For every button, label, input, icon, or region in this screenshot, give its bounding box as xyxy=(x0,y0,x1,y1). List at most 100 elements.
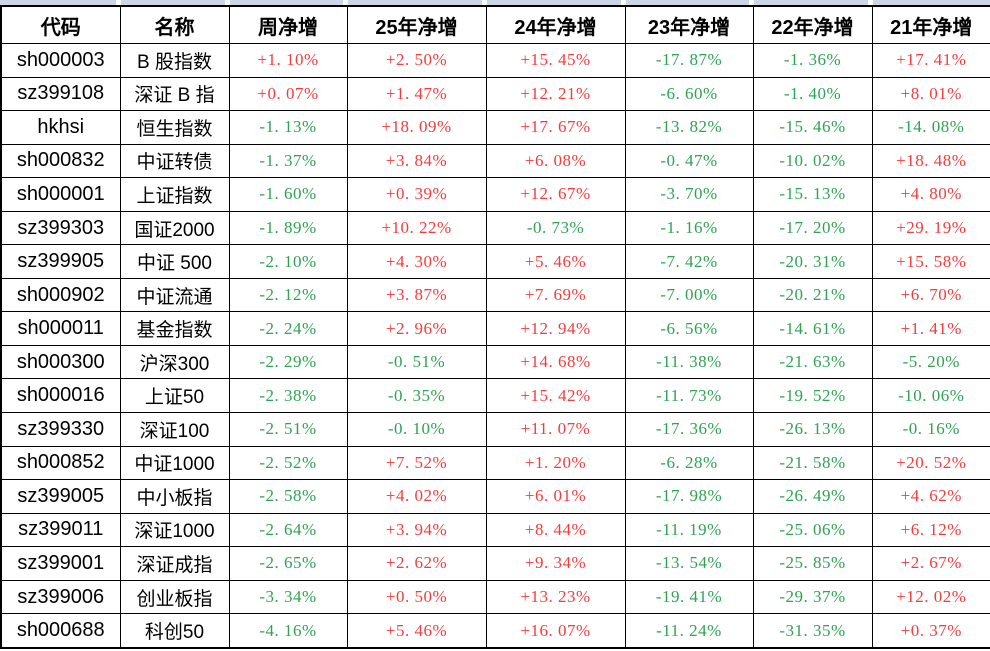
name-cell[interactable]: B 股指数 xyxy=(119,43,230,78)
code-cell[interactable]: sz399001 xyxy=(0,546,121,581)
code-cell[interactable]: sz399303 xyxy=(0,210,121,246)
name-cell[interactable]: 上证50 xyxy=(119,378,230,414)
value-cell[interactable]: -31. 35% xyxy=(752,613,873,649)
value-cell[interactable]: +8. 44% xyxy=(485,512,626,548)
value-cell[interactable]: -10. 06% xyxy=(871,378,990,414)
value-cell[interactable]: -11. 19% xyxy=(624,512,754,548)
column-header-code[interactable]: 代码 xyxy=(0,5,121,44)
value-cell[interactable]: +15. 42% xyxy=(485,378,626,414)
value-cell[interactable]: -17. 36% xyxy=(624,412,754,447)
value-cell[interactable]: +12. 21% xyxy=(485,76,626,112)
column-header-2021-change[interactable]: 21年净增 xyxy=(871,5,990,44)
value-cell[interactable]: +8. 01% xyxy=(871,76,990,112)
value-cell[interactable]: -14. 08% xyxy=(871,110,990,145)
code-cell[interactable]: sh000832 xyxy=(0,143,121,179)
value-cell[interactable]: +29. 19% xyxy=(871,210,990,246)
name-cell[interactable]: 国证2000 xyxy=(119,210,230,246)
name-cell[interactable]: 中证 500 xyxy=(119,244,230,279)
value-cell[interactable]: +18. 09% xyxy=(346,110,487,145)
value-cell[interactable]: +7. 69% xyxy=(485,277,626,313)
code-cell[interactable]: sh000001 xyxy=(0,177,121,212)
value-cell[interactable]: +0. 37% xyxy=(871,613,990,649)
code-cell[interactable]: sz399330 xyxy=(0,412,121,447)
value-cell[interactable]: +16. 07% xyxy=(485,613,626,649)
value-cell[interactable]: -21. 63% xyxy=(752,344,873,380)
name-cell[interactable]: 创业板指 xyxy=(119,579,230,615)
value-cell[interactable]: +6. 08% xyxy=(485,143,626,179)
value-cell[interactable]: -3. 34% xyxy=(228,579,348,615)
value-cell[interactable]: +0. 07% xyxy=(228,76,348,112)
value-cell[interactable]: -10. 02% xyxy=(752,143,873,179)
value-cell[interactable]: +0. 50% xyxy=(346,579,487,615)
value-cell[interactable]: +12. 94% xyxy=(485,311,626,346)
value-cell[interactable]: -20. 21% xyxy=(752,277,873,313)
value-cell[interactable]: -4. 16% xyxy=(228,613,348,649)
value-cell[interactable]: -25. 85% xyxy=(752,546,873,581)
column-header-2023-change[interactable]: 23年净增 xyxy=(624,5,754,44)
value-cell[interactable]: +15. 45% xyxy=(485,43,626,78)
value-cell[interactable]: +5. 46% xyxy=(485,244,626,279)
value-cell[interactable]: -1. 13% xyxy=(228,110,348,145)
value-cell[interactable]: +4. 02% xyxy=(346,479,487,514)
value-cell[interactable]: -6. 28% xyxy=(624,445,754,481)
value-cell[interactable]: +5. 46% xyxy=(346,613,487,649)
value-cell[interactable]: -1. 36% xyxy=(752,43,873,78)
value-cell[interactable]: +12. 67% xyxy=(485,177,626,212)
code-cell[interactable]: sh000852 xyxy=(0,445,121,481)
value-cell[interactable]: -2. 12% xyxy=(228,277,348,313)
value-cell[interactable]: +2. 62% xyxy=(346,546,487,581)
value-cell[interactable]: -6. 60% xyxy=(624,76,754,112)
value-cell[interactable]: -11. 24% xyxy=(624,613,754,649)
value-cell[interactable]: +1. 41% xyxy=(871,311,990,346)
value-cell[interactable]: +4. 80% xyxy=(871,177,990,212)
name-cell[interactable]: 沪深300 xyxy=(119,344,230,380)
value-cell[interactable]: -15. 13% xyxy=(752,177,873,212)
value-cell[interactable]: -19. 41% xyxy=(624,579,754,615)
column-header-2025-change[interactable]: 25年净增 xyxy=(346,5,487,44)
value-cell[interactable]: -15. 46% xyxy=(752,110,873,145)
value-cell[interactable]: -3. 70% xyxy=(624,177,754,212)
value-cell[interactable]: +2. 96% xyxy=(346,311,487,346)
value-cell[interactable]: -5. 20% xyxy=(871,344,990,380)
code-cell[interactable]: sh000016 xyxy=(0,378,121,414)
code-cell[interactable]: sz399005 xyxy=(0,479,121,514)
value-cell[interactable]: +3. 84% xyxy=(346,143,487,179)
code-cell[interactable]: sh000300 xyxy=(0,344,121,380)
value-cell[interactable]: -2. 52% xyxy=(228,445,348,481)
column-header-2024-change[interactable]: 24年净增 xyxy=(485,5,626,44)
value-cell[interactable]: +6. 01% xyxy=(485,479,626,514)
value-cell[interactable]: +17. 41% xyxy=(871,43,990,78)
name-cell[interactable]: 中证转债 xyxy=(119,143,230,179)
value-cell[interactable]: +6. 70% xyxy=(871,277,990,313)
value-cell[interactable]: -17. 87% xyxy=(624,43,754,78)
code-cell[interactable]: sh000003 xyxy=(0,43,121,78)
code-cell[interactable]: sh000902 xyxy=(0,277,121,313)
name-cell[interactable]: 科创50 xyxy=(119,613,230,649)
value-cell[interactable]: -2. 51% xyxy=(228,412,348,447)
value-cell[interactable]: -29. 37% xyxy=(752,579,873,615)
value-cell[interactable]: -20. 31% xyxy=(752,244,873,279)
column-header-name[interactable]: 名称 xyxy=(119,5,230,44)
value-cell[interactable]: -1. 37% xyxy=(228,143,348,179)
name-cell[interactable]: 中证流通 xyxy=(119,277,230,313)
value-cell[interactable]: -1. 89% xyxy=(228,210,348,246)
code-cell[interactable]: sh000688 xyxy=(0,613,121,649)
code-cell[interactable]: sz399006 xyxy=(0,579,121,615)
value-cell[interactable]: -0. 51% xyxy=(346,344,487,380)
name-cell[interactable]: 深证成指 xyxy=(119,546,230,581)
value-cell[interactable]: -13. 82% xyxy=(624,110,754,145)
value-cell[interactable]: +11. 07% xyxy=(485,412,626,447)
value-cell[interactable]: -2. 24% xyxy=(228,311,348,346)
value-cell[interactable]: -13. 54% xyxy=(624,546,754,581)
value-cell[interactable]: +7. 52% xyxy=(346,445,487,481)
column-header-week-change[interactable]: 周净增 xyxy=(228,5,348,44)
value-cell[interactable]: +1. 47% xyxy=(346,76,487,112)
name-cell[interactable]: 深证100 xyxy=(119,412,230,447)
value-cell[interactable]: +4. 30% xyxy=(346,244,487,279)
value-cell[interactable]: +9. 34% xyxy=(485,546,626,581)
value-cell[interactable]: -17. 20% xyxy=(752,210,873,246)
value-cell[interactable]: -11. 38% xyxy=(624,344,754,380)
value-cell[interactable]: -1. 60% xyxy=(228,177,348,212)
value-cell[interactable]: -2. 29% xyxy=(228,344,348,380)
value-cell[interactable]: +12. 02% xyxy=(871,579,990,615)
